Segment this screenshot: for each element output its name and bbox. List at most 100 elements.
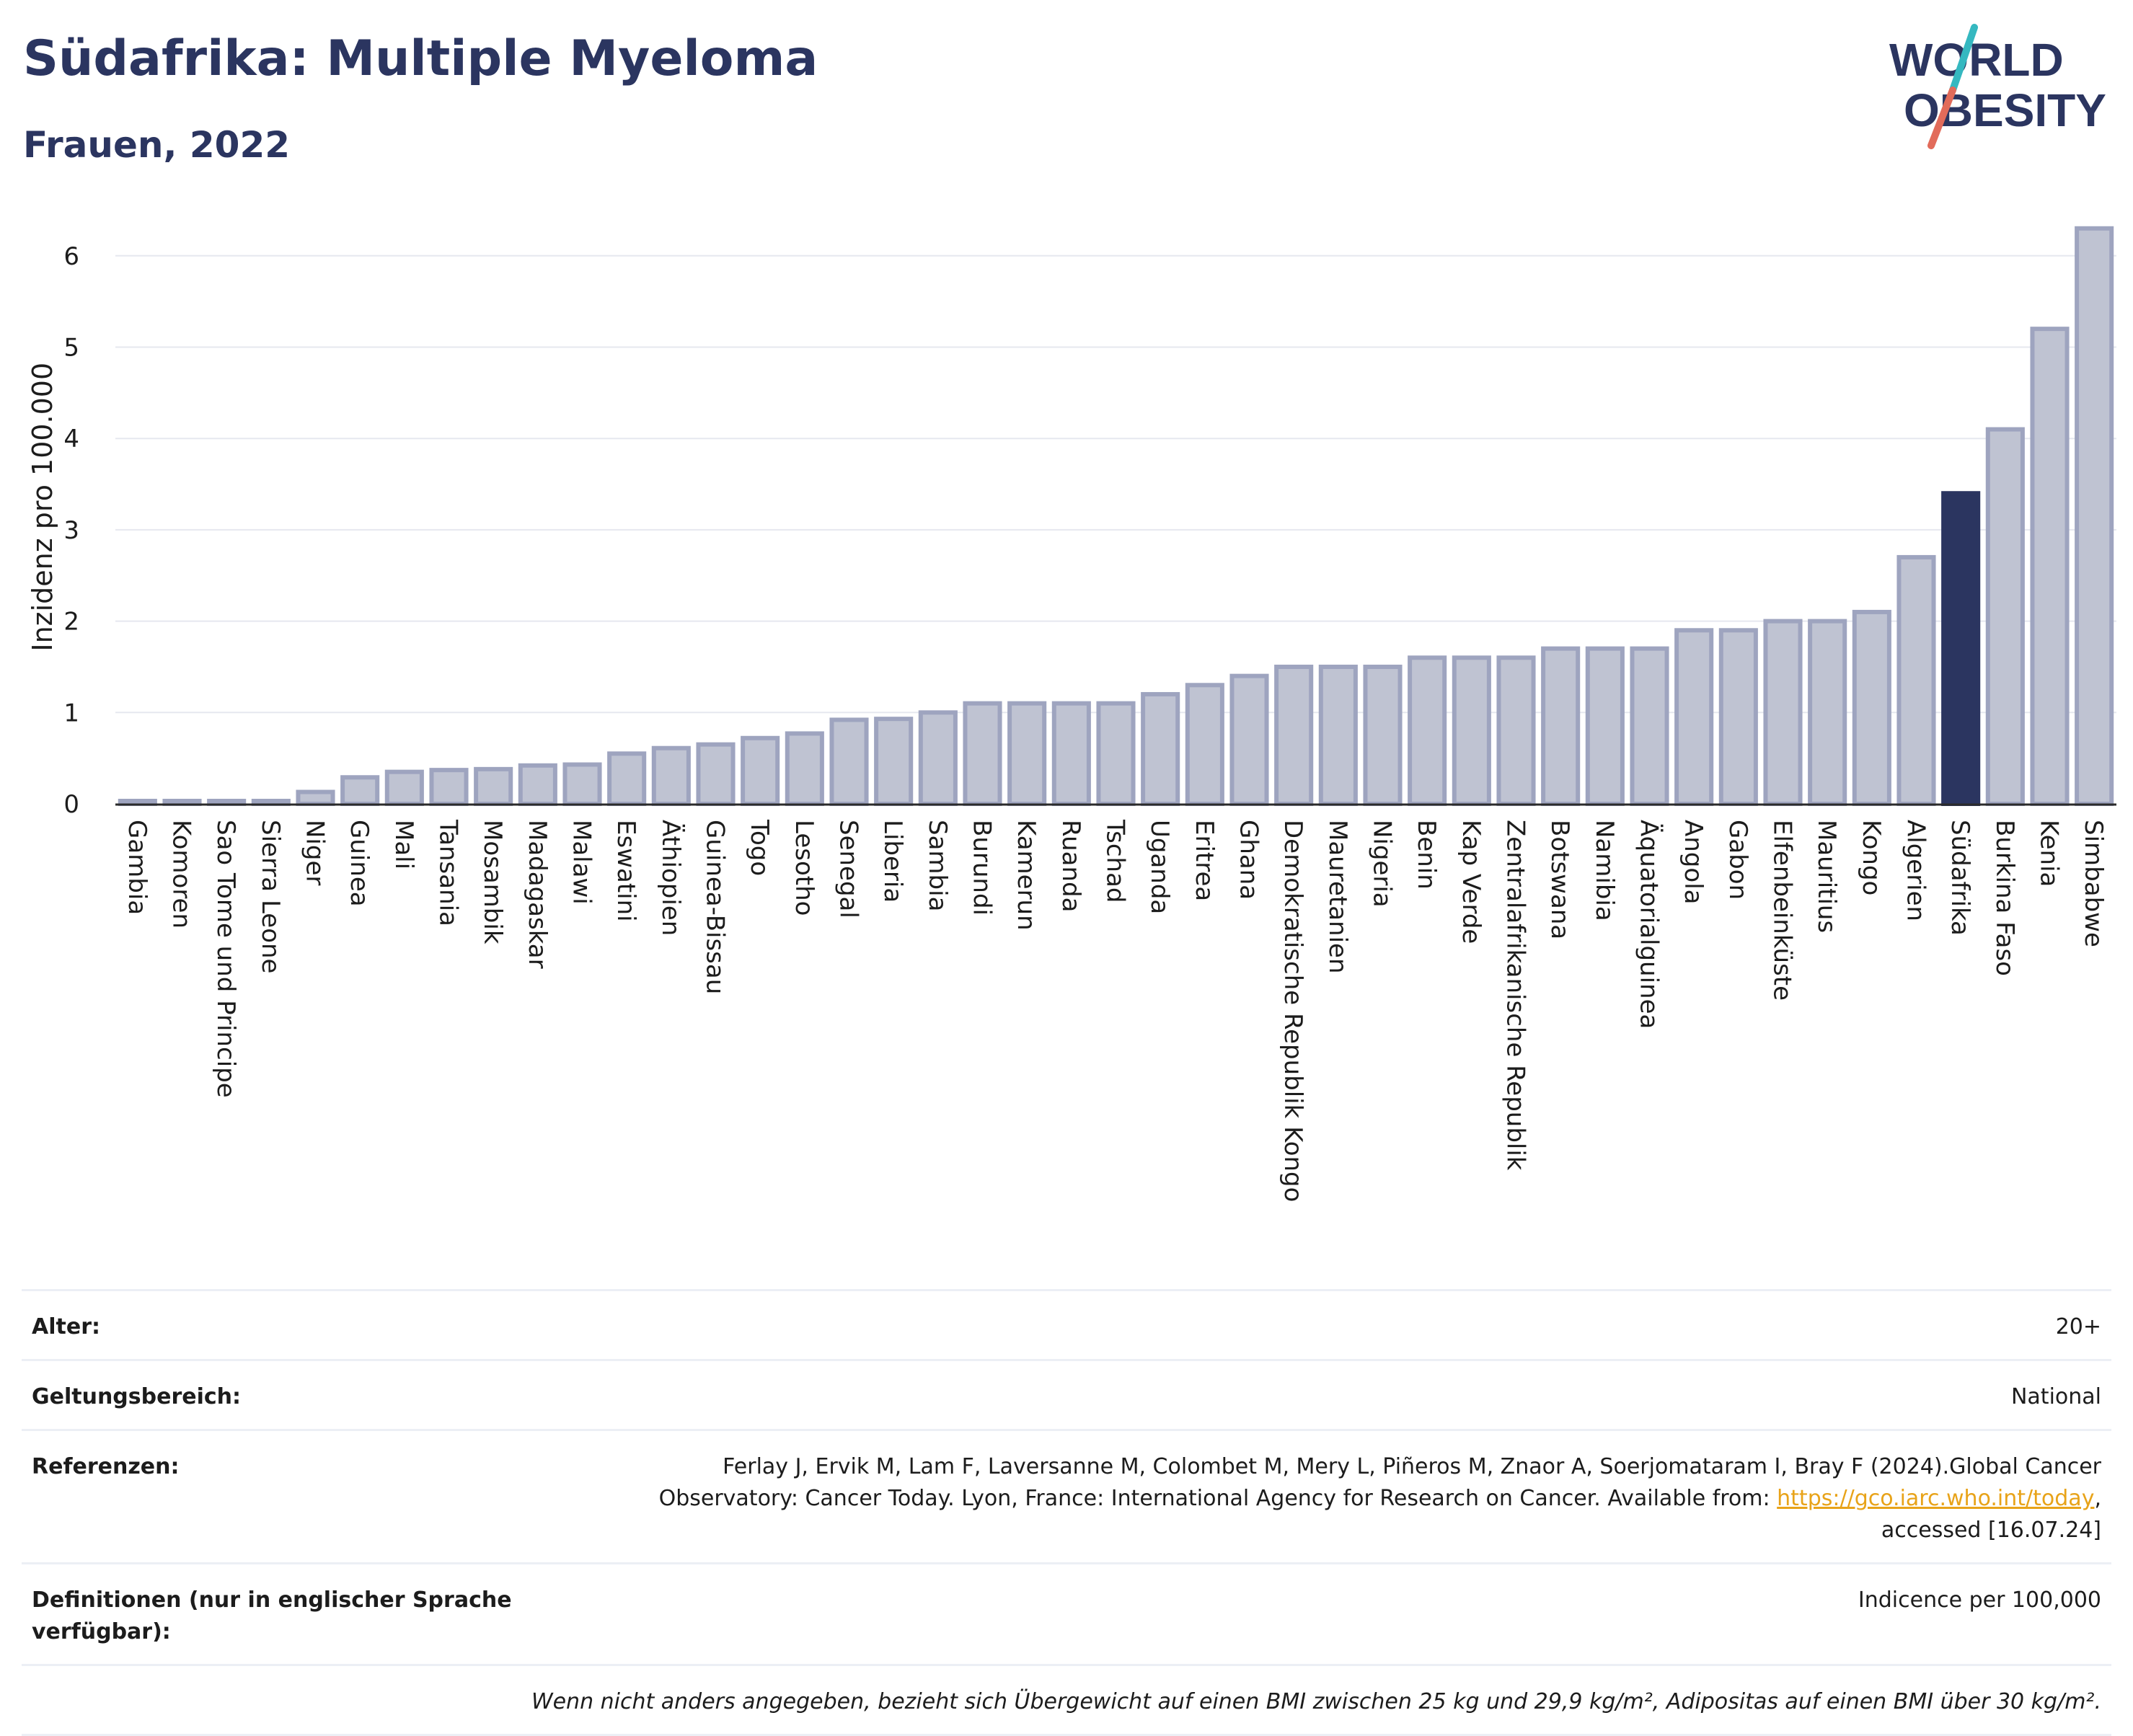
info-table: Alter: 20+ Geltungsbereich: National Ref… bbox=[22, 1289, 2111, 1736]
x-tick-label: Guinea-Bissau bbox=[701, 820, 730, 994]
bar-chart: 0 1 2 3 4 5 6 Inzidenz pro 100.000 Gambia Komoren… bbox=[27, 226, 2116, 1202]
x-tick-label: Liberia bbox=[878, 820, 907, 903]
bar bbox=[1318, 664, 1358, 807]
x-tick-label: Demokratische Republik Kongo bbox=[1279, 820, 1307, 1202]
bar bbox=[1007, 701, 1047, 806]
definitions-label-line-1: Definitionen (nur in englischer Sprache bbox=[32, 1587, 512, 1613]
info-row-note: Wenn nicht anders angegeben, bezieht sic… bbox=[22, 1664, 2111, 1736]
bar bbox=[1363, 664, 1403, 807]
x-tick-label: Tschad bbox=[1101, 819, 1130, 903]
bar bbox=[1808, 619, 1847, 806]
x-tick-label: Uganda bbox=[1145, 820, 1174, 914]
x-tick-label: Gabon bbox=[1723, 820, 1752, 900]
bar bbox=[696, 742, 736, 807]
y-tick-label: 5 bbox=[63, 334, 79, 363]
x-tick-label: Kamerun bbox=[1012, 820, 1041, 931]
x-tick-label: Senegal bbox=[834, 820, 863, 918]
bar bbox=[1452, 655, 1491, 807]
bar bbox=[562, 762, 602, 806]
x-tick-label: Botswana bbox=[1545, 820, 1574, 939]
bar bbox=[918, 710, 958, 806]
bar bbox=[1852, 609, 1891, 806]
x-tick-label: Mauritius bbox=[1812, 820, 1841, 933]
bar bbox=[874, 717, 914, 807]
x-tick-label: Benin bbox=[1412, 820, 1441, 890]
definitions-label-line-2: verfügbar): bbox=[32, 1619, 171, 1644]
x-tick-label: Burkina Faso bbox=[1990, 820, 2019, 976]
bar bbox=[384, 769, 424, 807]
x-tick-label: Zentralafrikanische Republik bbox=[1501, 820, 1530, 1171]
bar bbox=[785, 731, 824, 806]
bar bbox=[207, 799, 247, 806]
x-tick-label: Simbabwe bbox=[2079, 820, 2108, 947]
bar bbox=[1496, 655, 1536, 807]
x-tick-label: Ghana bbox=[1235, 820, 1263, 900]
chart-title: Südafrika: Multiple Myeloma bbox=[23, 30, 818, 87]
bar bbox=[651, 745, 691, 807]
definitions-value: Indicence per 100,000 bbox=[547, 1562, 2111, 1665]
bar bbox=[474, 766, 513, 807]
world-obesity-logo: WORLD OBESITY bbox=[1889, 24, 2106, 149]
bar bbox=[162, 799, 202, 806]
bar bbox=[1408, 655, 1447, 807]
references-link[interactable]: https://gco.iarc.who.int/today bbox=[1777, 1486, 2095, 1511]
bar bbox=[340, 775, 380, 807]
x-tick-label: Gambia bbox=[123, 820, 151, 915]
bar bbox=[963, 701, 1002, 806]
info-row-age: Alter: 20+ bbox=[22, 1289, 2111, 1360]
references-line-3: accessed [16.07.24] bbox=[1881, 1518, 2101, 1543]
y-tick-label: 4 bbox=[63, 425, 79, 453]
logo-slash-top bbox=[1949, 24, 1978, 94]
bar bbox=[1274, 664, 1314, 807]
x-tick-label: Eritrea bbox=[1190, 820, 1219, 901]
x-tick-label: Togo bbox=[745, 819, 774, 876]
info-row-references: Referenzen: Ferlay J, Ervik M, Lam F, La… bbox=[22, 1429, 2111, 1564]
x-tick-label: Kenia bbox=[2035, 820, 2064, 887]
bmi-note: Wenn nicht anders angegeben, bezieht sic… bbox=[22, 1664, 2111, 1736]
x-tick-label: Kongo bbox=[1857, 820, 1886, 895]
bar bbox=[1585, 646, 1625, 806]
bar bbox=[829, 717, 869, 806]
y-axis-label: Inzidenz pro 100.000 bbox=[27, 363, 58, 652]
x-tick-label: Malawi bbox=[568, 820, 596, 905]
age-value: 20+ bbox=[547, 1289, 2111, 1360]
bar bbox=[1674, 628, 1714, 807]
scope-label: Geltungsbereich: bbox=[22, 1359, 547, 1430]
bar bbox=[1185, 683, 1224, 806]
x-tick-label: Nigeria bbox=[1368, 820, 1397, 908]
x-tick-label: Tansania bbox=[434, 819, 463, 926]
x-tick-label: Eswatini bbox=[611, 820, 640, 922]
bar bbox=[251, 799, 291, 806]
bar bbox=[1985, 427, 2025, 806]
bar bbox=[607, 751, 647, 806]
bar bbox=[2030, 327, 2070, 807]
x-tick-label: Mauretanien bbox=[1323, 820, 1352, 974]
x-tick-label: Komoren bbox=[167, 820, 196, 929]
x-tick-label: Burundi bbox=[968, 820, 997, 916]
references-line-1: Ferlay J, Ervik M, Lam F, Laversanne M, … bbox=[723, 1454, 2101, 1479]
bar bbox=[518, 763, 557, 807]
y-tick-label: 0 bbox=[63, 790, 79, 819]
x-tick-label: Angola bbox=[1679, 820, 1708, 904]
x-tick-label: Guinea bbox=[345, 820, 374, 907]
bar bbox=[429, 768, 469, 806]
x-tick-label: Sierra Leone bbox=[256, 820, 285, 973]
x-tick-label: Sambia bbox=[923, 820, 952, 911]
logo-slash-bottom bbox=[1927, 87, 1956, 149]
info-row-scope: Geltungsbereich: National bbox=[22, 1359, 2111, 1430]
references-line-2: Observatory: Cancer Today. Lyon, France:… bbox=[658, 1486, 1778, 1511]
bar bbox=[2075, 226, 2114, 807]
bar bbox=[1718, 628, 1758, 807]
references-value: Ferlay J, Ervik M, Lam F, Laversanne M, … bbox=[547, 1429, 2111, 1564]
bar bbox=[1051, 701, 1091, 806]
x-tick-label: Niger bbox=[301, 820, 330, 885]
logo-text-world: WORLD bbox=[1889, 34, 2064, 86]
x-tick-label: Elfenbeinküste bbox=[1768, 820, 1797, 1001]
references-comma: , bbox=[2094, 1486, 2101, 1511]
references-label: Referenzen: bbox=[22, 1429, 547, 1564]
definitions-label: Definitionen (nur in englischer Sprache … bbox=[22, 1562, 547, 1665]
x-tick-label: Mali bbox=[389, 820, 418, 869]
y-tick-label: 3 bbox=[63, 516, 79, 545]
bar bbox=[296, 789, 335, 806]
bar bbox=[1229, 673, 1269, 806]
